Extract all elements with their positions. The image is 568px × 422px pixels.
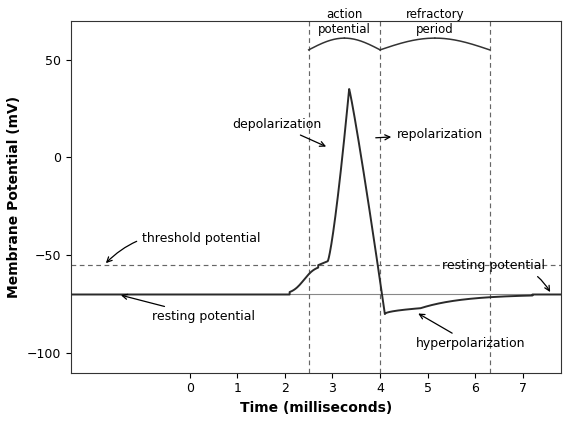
Text: threshold potential: threshold potential xyxy=(107,232,261,262)
Text: refractory
period: refractory period xyxy=(406,8,464,36)
Y-axis label: Membrane Potential (mV): Membrane Potential (mV) xyxy=(7,95,21,298)
Text: hyperpolarization: hyperpolarization xyxy=(416,314,525,350)
Text: action
potential: action potential xyxy=(318,8,371,36)
X-axis label: Time (milliseconds): Time (milliseconds) xyxy=(240,401,392,415)
Text: resting potential: resting potential xyxy=(122,295,254,323)
Text: depolarization: depolarization xyxy=(232,118,325,146)
Text: repolarization: repolarization xyxy=(376,128,483,141)
Text: resting potential: resting potential xyxy=(442,259,549,291)
